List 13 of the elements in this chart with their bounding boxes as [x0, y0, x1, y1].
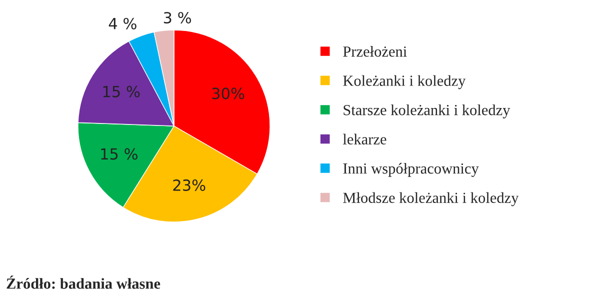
legend-label: Inni współpracownicy: [343, 162, 479, 177]
legend-label: Młodsze koleżanki i koledzy: [343, 192, 519, 206]
data-label: 15 %: [101, 148, 138, 160]
legend-label: lekarze: [342, 134, 386, 144]
data-label: 23%: [173, 179, 206, 191]
legend-label: Koleżanki i koledzy: [343, 75, 466, 90]
data-label: 3 %: [164, 12, 192, 24]
data-label: 30%: [212, 88, 244, 100]
legend-label: Przełożeni: [343, 46, 407, 57]
text: Źródło: badania własne: [6, 276, 160, 289]
data-label: 4 %: [108, 18, 136, 30]
legend-label: Starsze koleżanki i koledzy: [344, 104, 510, 118]
data-label: 15 %: [103, 86, 140, 98]
